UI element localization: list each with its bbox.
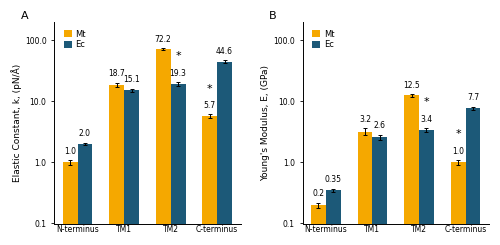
Text: B: B bbox=[269, 11, 276, 21]
Bar bbox=[202, 116, 217, 245]
Bar bbox=[419, 130, 434, 245]
Y-axis label: Elastic Constant, k, (pN/Å): Elastic Constant, k, (pN/Å) bbox=[11, 63, 22, 182]
Bar bbox=[124, 90, 139, 245]
Bar bbox=[62, 162, 78, 245]
Bar bbox=[78, 144, 92, 245]
Text: *: * bbox=[207, 84, 212, 94]
Text: 5.7: 5.7 bbox=[204, 101, 216, 110]
Bar bbox=[372, 137, 388, 245]
Text: 7.7: 7.7 bbox=[467, 93, 479, 102]
Legend: Mt, Ec: Mt, Ec bbox=[62, 28, 88, 51]
Bar bbox=[109, 85, 124, 245]
Text: 15.1: 15.1 bbox=[123, 75, 140, 84]
Text: A: A bbox=[20, 11, 28, 21]
Text: 19.3: 19.3 bbox=[170, 69, 186, 78]
Bar bbox=[450, 162, 466, 245]
Bar bbox=[358, 132, 372, 245]
Text: 2.6: 2.6 bbox=[374, 121, 386, 130]
Text: *: * bbox=[424, 97, 429, 107]
Bar bbox=[326, 190, 341, 245]
Y-axis label: Young's Modulus, E, (GPa): Young's Modulus, E, (GPa) bbox=[262, 65, 270, 181]
Text: 12.5: 12.5 bbox=[403, 81, 420, 90]
Text: 0.2: 0.2 bbox=[312, 189, 324, 198]
Bar bbox=[466, 108, 480, 245]
Text: *: * bbox=[456, 129, 461, 139]
Bar bbox=[311, 205, 326, 245]
Bar bbox=[217, 62, 232, 245]
Text: 1.0: 1.0 bbox=[452, 147, 464, 156]
Text: 1.0: 1.0 bbox=[64, 147, 76, 156]
Text: 72.2: 72.2 bbox=[155, 35, 172, 44]
Legend: Mt, Ec: Mt, Ec bbox=[310, 28, 336, 51]
Text: 0.35: 0.35 bbox=[325, 175, 342, 184]
Bar bbox=[170, 84, 186, 245]
Text: 3.4: 3.4 bbox=[420, 115, 432, 124]
Bar bbox=[404, 96, 419, 245]
Text: *: * bbox=[175, 51, 181, 61]
Text: 18.7: 18.7 bbox=[108, 69, 125, 78]
Text: 2.0: 2.0 bbox=[79, 129, 91, 138]
Text: 44.6: 44.6 bbox=[216, 47, 233, 56]
Bar bbox=[156, 49, 170, 245]
Text: 3.2: 3.2 bbox=[359, 115, 371, 124]
